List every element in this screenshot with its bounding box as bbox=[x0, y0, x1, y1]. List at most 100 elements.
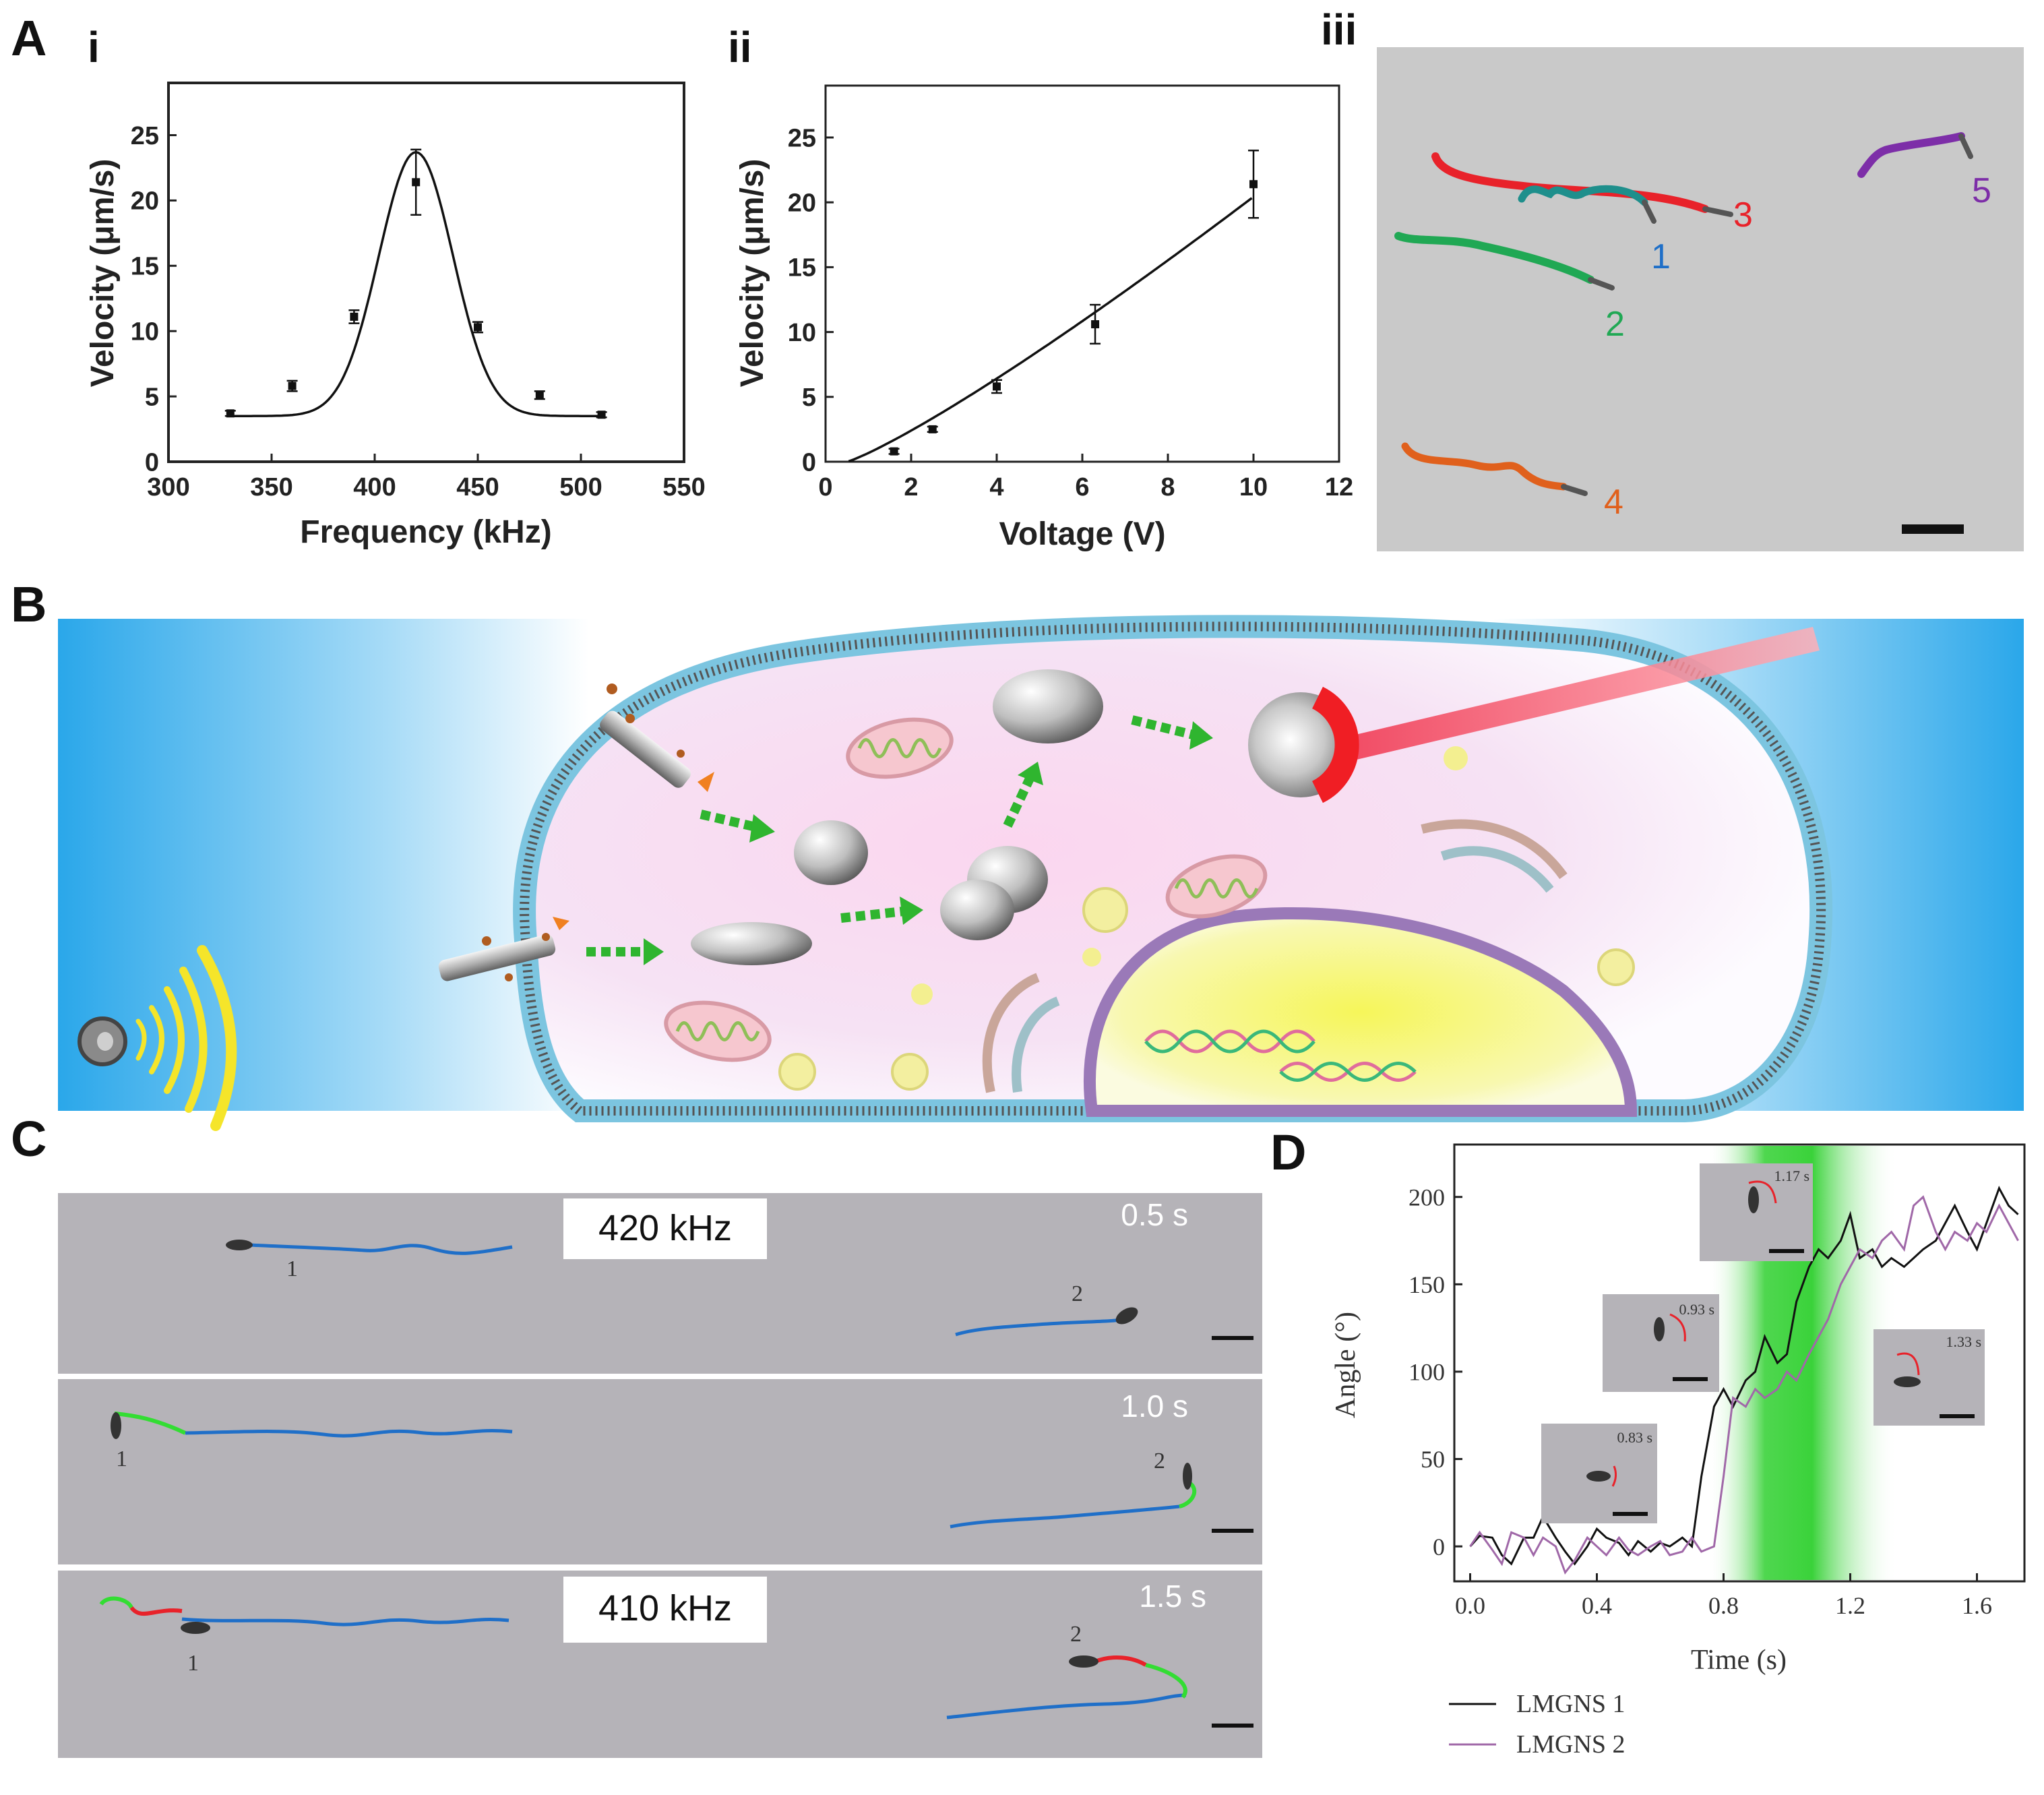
series-line-2 bbox=[1469, 1195, 2019, 1575]
y-tick-label: 10 bbox=[131, 318, 159, 346]
x-tick-label: 0 bbox=[818, 473, 832, 501]
chart-frequency-velocity: 300 350 400 450 500 550 0 5 10 15 20 25 Frequency (… bbox=[85, 82, 706, 550]
label-5: 5 bbox=[1972, 171, 1991, 210]
panel-label-D: D bbox=[1270, 1124, 1306, 1180]
trajectory-4 bbox=[1401, 442, 1568, 491]
x-tick-label: 2 bbox=[904, 473, 918, 501]
vesicle bbox=[1082, 887, 1128, 933]
y-tick-label: 5 bbox=[145, 383, 159, 411]
label-2: 2 bbox=[1605, 305, 1625, 344]
fit-curve bbox=[848, 197, 1253, 462]
x-tick-label: 500 bbox=[559, 473, 602, 501]
data-point bbox=[927, 425, 938, 433]
mitochondrion bbox=[664, 1000, 772, 1062]
y-axis-title: Velocity (μm/s) bbox=[735, 159, 770, 388]
x-tick-label: 0.0 bbox=[1455, 1592, 1485, 1619]
fit-curve bbox=[230, 150, 605, 417]
dna-helix bbox=[1144, 1029, 1315, 1054]
laser-beam bbox=[1341, 627, 1820, 762]
blue-track bbox=[249, 1243, 513, 1255]
particle-2 bbox=[1069, 1655, 1098, 1668]
panel-label-C: C bbox=[11, 1111, 47, 1167]
micrograph-trajectories: 3 1 2 4 5 bbox=[1377, 47, 2024, 551]
cell-schematic bbox=[58, 615, 2024, 1131]
panel-label-ii: ii bbox=[728, 23, 752, 71]
time-label: 1.0 s bbox=[1121, 1389, 1188, 1424]
nanotube-top bbox=[600, 683, 714, 792]
inset-time: 0.93 s bbox=[1679, 1301, 1714, 1318]
x-tick-label: 300 bbox=[147, 473, 189, 501]
freq-label-420: 420 kHz bbox=[598, 1208, 732, 1248]
trajectory-2 bbox=[1394, 232, 1594, 284]
trajectory-5 bbox=[1857, 132, 1965, 178]
x-tick-label: 1.2 bbox=[1835, 1592, 1865, 1619]
blue-track bbox=[950, 1504, 1180, 1529]
particle-2 bbox=[1115, 1307, 1138, 1325]
micrograph-background bbox=[1377, 47, 2024, 551]
particle-label-1: 1 bbox=[187, 1651, 199, 1676]
blue-track bbox=[185, 1429, 513, 1438]
data-point bbox=[472, 321, 483, 334]
inset-117s bbox=[1700, 1163, 1813, 1261]
ultrasound-transducer bbox=[78, 1016, 127, 1066]
scale-bar bbox=[1769, 1249, 1804, 1253]
x-tick-label: 8 bbox=[1160, 473, 1175, 501]
x-tick-label: 6 bbox=[1075, 473, 1089, 501]
grey-particle bbox=[993, 669, 1103, 743]
data-point bbox=[1248, 149, 1259, 219]
particle-3 bbox=[1702, 206, 1733, 217]
label-3: 3 bbox=[1733, 195, 1753, 235]
trajectory-1 bbox=[1518, 185, 1648, 206]
green-arrows bbox=[586, 715, 1194, 956]
particle-label-1: 1 bbox=[286, 1256, 298, 1281]
green-track bbox=[1145, 1663, 1187, 1699]
data-point bbox=[534, 390, 545, 400]
y-tick-label: 200 bbox=[1408, 1184, 1445, 1211]
particle-label-1: 1 bbox=[116, 1447, 127, 1471]
legend-label-1: LMGNS 1 bbox=[1516, 1690, 1625, 1718]
inset-time: 0.83 s bbox=[1617, 1429, 1652, 1446]
legend: LMGNS 1 LMGNS 2 bbox=[1449, 1690, 1625, 1759]
y-tick-label: 0 bbox=[802, 448, 816, 477]
particle-2 bbox=[1183, 1463, 1192, 1490]
x-tick-label: 450 bbox=[456, 473, 499, 501]
x-tick-label: 10 bbox=[1239, 473, 1268, 501]
data-point bbox=[991, 379, 1002, 394]
legend-label-2: LMGNS 2 bbox=[1516, 1730, 1625, 1759]
grey-particle bbox=[691, 922, 812, 965]
golgi bbox=[1440, 846, 1554, 893]
y-tick-label: 10 bbox=[788, 319, 816, 347]
blue-track bbox=[946, 1693, 1187, 1720]
freq-label-box bbox=[563, 1198, 767, 1259]
particle-label-2: 2 bbox=[1072, 1281, 1083, 1306]
x-axis-title: Time (s) bbox=[1691, 1645, 1787, 1676]
label-4: 4 bbox=[1604, 483, 1623, 522]
y-axis-title: Angle (°) bbox=[1330, 1312, 1361, 1418]
scale-bar bbox=[1212, 1724, 1253, 1728]
vesicle bbox=[778, 1053, 816, 1091]
chart-voltage-velocity: 0 2 4 6 8 10 12 0 5 10 15 20 25 Voltage (V) Velocity… bbox=[735, 84, 1353, 552]
panel-label-B: B bbox=[11, 576, 47, 632]
dna-helix bbox=[1144, 1029, 1315, 1054]
x-axis-title: Frequency (kHz) bbox=[300, 514, 551, 550]
heated-spot bbox=[1311, 686, 1359, 803]
x-tick-label: 12 bbox=[1325, 473, 1353, 501]
golgi bbox=[1012, 996, 1060, 1093]
freq-label-box bbox=[563, 1577, 767, 1643]
data-point bbox=[888, 447, 900, 456]
timelapse-panel: 420 kHz 0.5 s 1 2 1.0 s 1 2 410 kHz 1.5 … bbox=[58, 1193, 1262, 1758]
y-tick-label: 100 bbox=[1408, 1359, 1445, 1386]
inset-093s bbox=[1603, 1294, 1719, 1392]
vesicle bbox=[1597, 948, 1635, 986]
red-track bbox=[129, 1606, 183, 1616]
dna-helix bbox=[1279, 1062, 1417, 1082]
data-point bbox=[286, 379, 298, 392]
inset-time: 1.33 s bbox=[1946, 1333, 1981, 1350]
y-axis-title: Velocity (μm/s) bbox=[85, 159, 121, 388]
scale-bar bbox=[1212, 1529, 1253, 1533]
green-track bbox=[114, 1411, 187, 1435]
scale-bar bbox=[1212, 1336, 1253, 1340]
scale-bar bbox=[1902, 524, 1964, 534]
label-1: 1 bbox=[1651, 237, 1671, 276]
